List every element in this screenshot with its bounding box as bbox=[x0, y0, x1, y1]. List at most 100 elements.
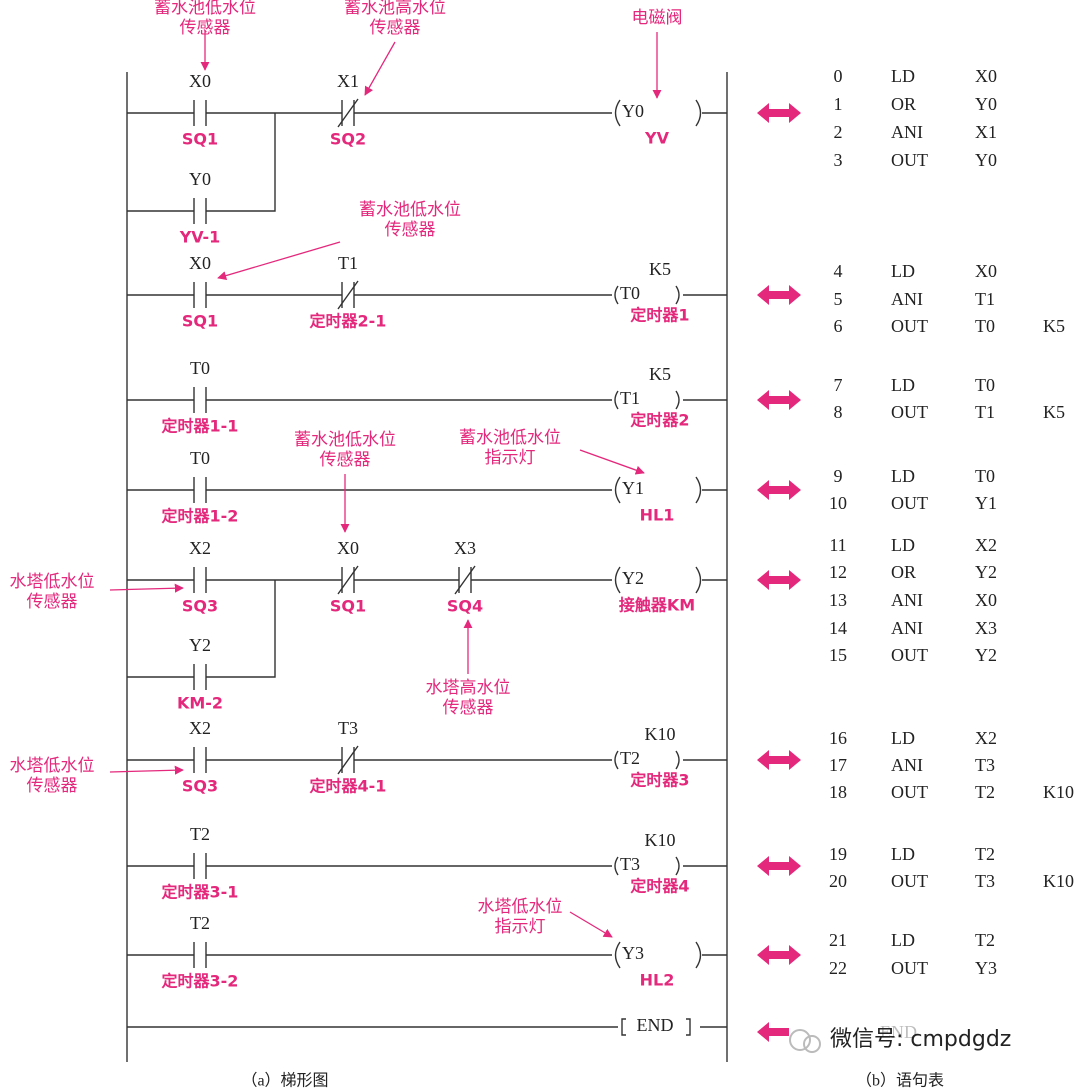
contact-address: X0 bbox=[189, 253, 211, 273]
step-number: 2 bbox=[834, 122, 843, 142]
coil-address: T0 bbox=[620, 283, 640, 303]
opcode: LD bbox=[891, 375, 915, 395]
annotation-arrow bbox=[109, 765, 184, 775]
annotation: 水塔低水位 bbox=[10, 756, 95, 776]
operand: T3 bbox=[975, 871, 995, 891]
contact-label: SQ1 bbox=[182, 312, 218, 331]
timer-constant: K5 bbox=[649, 364, 671, 384]
annotation: 蓄水池低水位 bbox=[154, 0, 256, 18]
step-number: 9 bbox=[834, 466, 843, 486]
step-number: 14 bbox=[829, 618, 847, 638]
coil-paren bbox=[695, 941, 702, 969]
double-arrow bbox=[757, 103, 801, 123]
contact-address: Y0 bbox=[189, 169, 211, 189]
opcode: LD bbox=[891, 261, 915, 281]
contact-gap bbox=[194, 757, 206, 763]
opcode: LD bbox=[891, 930, 915, 950]
opcode: LD bbox=[891, 535, 915, 555]
operand: X0 bbox=[975, 66, 997, 86]
operand: X0 bbox=[975, 590, 997, 610]
coil-paren bbox=[614, 750, 619, 770]
annotation-arrow bbox=[364, 41, 396, 96]
step-number: 7 bbox=[834, 375, 843, 395]
annotation: 指示灯 bbox=[485, 448, 536, 468]
constant: K10 bbox=[1043, 782, 1074, 802]
coil-paren bbox=[675, 750, 680, 770]
contact-label: SQ1 bbox=[182, 130, 218, 149]
coil-address: Y1 bbox=[622, 478, 644, 498]
annotation: 水塔低水位 bbox=[10, 572, 95, 592]
coil-label: 接触器KM bbox=[619, 596, 695, 615]
operand: T0 bbox=[975, 375, 995, 395]
contact-address: X3 bbox=[454, 538, 476, 558]
opcode: OR bbox=[891, 94, 916, 114]
operand: T2 bbox=[975, 844, 995, 864]
double-arrow bbox=[757, 1022, 789, 1042]
contact-label: 定时器1-2 bbox=[161, 507, 239, 526]
opcode: OR bbox=[891, 562, 916, 582]
annotation: 电磁阀 bbox=[632, 8, 683, 28]
coil-label: 定时器3 bbox=[629, 771, 689, 790]
branch-wire bbox=[127, 113, 276, 212]
watermark: 微信号: cmpdgdz bbox=[830, 1027, 1011, 1052]
double-arrow bbox=[757, 750, 801, 770]
opcode: OUT bbox=[891, 871, 928, 891]
operand: Y2 bbox=[975, 562, 997, 582]
opcode: ANI bbox=[891, 590, 923, 610]
contact-address: Y2 bbox=[189, 635, 211, 655]
opcode: OUT bbox=[891, 150, 928, 170]
opcode: OUT bbox=[891, 402, 928, 422]
annotation: 传感器 bbox=[27, 776, 78, 796]
coil-paren bbox=[695, 476, 702, 504]
coil-address: T1 bbox=[620, 388, 640, 408]
opcode: OUT bbox=[891, 316, 928, 336]
contact-gap bbox=[194, 292, 206, 298]
contact-gap bbox=[194, 952, 206, 958]
step-number: 4 bbox=[834, 261, 843, 281]
watermark-icon bbox=[803, 1035, 821, 1053]
coil-paren bbox=[614, 566, 621, 594]
operand: T2 bbox=[975, 782, 995, 802]
opcode: ANI bbox=[891, 618, 923, 638]
end-bracket bbox=[621, 1018, 691, 1036]
annotation: 传感器 bbox=[370, 18, 421, 38]
coil-address: T3 bbox=[620, 854, 640, 874]
contact-slash bbox=[454, 565, 476, 595]
operand: T3 bbox=[975, 755, 995, 775]
contact-address: X2 bbox=[189, 718, 211, 738]
annotation: 传感器 bbox=[443, 698, 494, 718]
operand: Y0 bbox=[975, 150, 997, 170]
opcode: LD bbox=[891, 66, 915, 86]
annotation-arrow bbox=[569, 911, 613, 938]
step-number: 0 bbox=[834, 66, 843, 86]
opcode: ANI bbox=[891, 755, 923, 775]
coil-label: YV bbox=[644, 129, 670, 148]
constant: K10 bbox=[1043, 871, 1074, 891]
annotation-arrow bbox=[217, 241, 341, 281]
step-number: 5 bbox=[834, 289, 843, 309]
annotation: 传感器 bbox=[320, 450, 371, 470]
contact-gap bbox=[194, 208, 206, 214]
contact-address: T3 bbox=[338, 718, 358, 738]
annotation: 蓄水池低水位 bbox=[359, 200, 461, 220]
step-number: 18 bbox=[829, 782, 847, 802]
annotation: 水塔低水位 bbox=[478, 897, 563, 917]
operand: Y2 bbox=[975, 645, 997, 665]
contact-label: SQ3 bbox=[182, 597, 218, 616]
annotation: 指示灯 bbox=[495, 917, 546, 937]
coil-paren bbox=[614, 285, 619, 305]
annotation: 水塔高水位 bbox=[426, 678, 511, 698]
caption: （b）语句表 bbox=[856, 1072, 944, 1090]
step-number: 11 bbox=[829, 535, 846, 555]
double-arrow bbox=[757, 285, 801, 305]
coil-address: T2 bbox=[620, 748, 640, 768]
double-arrow bbox=[757, 856, 801, 876]
timer-constant: K10 bbox=[645, 830, 676, 850]
contact-address: T2 bbox=[190, 913, 210, 933]
contact-address: T0 bbox=[190, 358, 210, 378]
contact-gap bbox=[194, 397, 206, 403]
opcode: ANI bbox=[891, 289, 923, 309]
watermark-icon bbox=[789, 1029, 811, 1051]
contact-address: T1 bbox=[338, 253, 358, 273]
step-number: 17 bbox=[829, 755, 847, 775]
